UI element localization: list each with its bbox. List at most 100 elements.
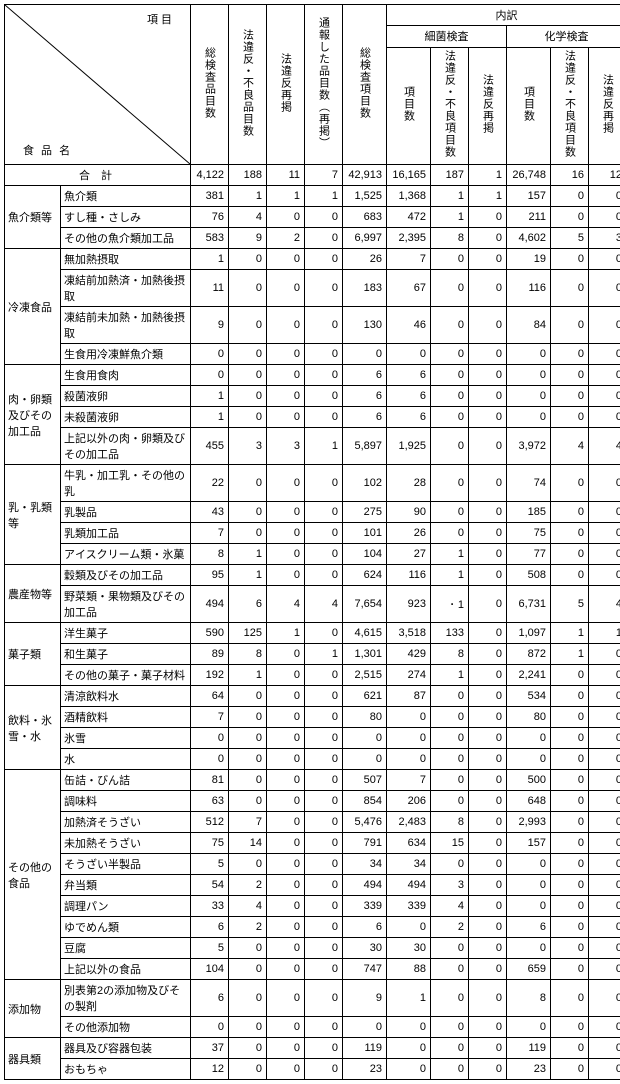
value-cell: 0 xyxy=(267,465,305,502)
value-cell: 0 xyxy=(267,665,305,686)
value-cell: 5,476 xyxy=(343,812,387,833)
table-row: その他の魚介類加工品5839206,9972,395804,60253 xyxy=(5,228,620,249)
value-cell: 77 xyxy=(507,544,551,565)
value-cell: 512 xyxy=(191,812,229,833)
value-cell: 4 xyxy=(589,428,620,465)
value-cell: 0 xyxy=(267,523,305,544)
value-cell: 872 xyxy=(507,644,551,665)
value-cell: 0 xyxy=(267,565,305,586)
value-cell: 43 xyxy=(191,502,229,523)
value-cell: 0 xyxy=(469,938,507,959)
value-cell: 0 xyxy=(589,365,620,386)
item-name-cell: 清涼飲料水 xyxy=(61,686,191,707)
value-cell: 0 xyxy=(589,544,620,565)
value-cell: 0 xyxy=(551,728,589,749)
value-cell: 0 xyxy=(589,502,620,523)
value-cell: 494 xyxy=(191,586,229,623)
value-cell: 0 xyxy=(229,959,267,980)
value-cell: 0 xyxy=(305,707,343,728)
item-name-cell: 水 xyxy=(61,749,191,770)
value-cell: 0 xyxy=(305,980,343,1017)
value-cell: 0 xyxy=(305,875,343,896)
value-cell: 8 xyxy=(431,812,469,833)
table-row: その他の食品缶詰・びん詰8100050770050000 xyxy=(5,770,620,791)
category-cell: 飲料・氷雪・水 xyxy=(5,686,61,770)
value-cell: 1,097 xyxy=(507,623,551,644)
value-cell: 507 xyxy=(343,770,387,791)
table-row: 乳製品43000275900018500 xyxy=(5,502,620,523)
value-cell: 0 xyxy=(191,365,229,386)
value-cell: 0 xyxy=(551,249,589,270)
value-cell: 923 xyxy=(387,586,431,623)
value-cell: 0 xyxy=(551,833,589,854)
value-cell: 95 xyxy=(191,565,229,586)
value-cell: 9 xyxy=(229,228,267,249)
value-cell: 0 xyxy=(305,407,343,428)
table-row: 乳類加工品700010126007500 xyxy=(5,523,620,544)
value-cell: 104 xyxy=(191,959,229,980)
value-cell: 0 xyxy=(267,896,305,917)
value-cell: 1 xyxy=(267,186,305,207)
value-cell: 0 xyxy=(431,465,469,502)
item-name-cell: すし種・さしみ xyxy=(61,207,191,228)
value-cell: 1 xyxy=(551,644,589,665)
value-cell: 429 xyxy=(387,644,431,665)
value-cell: 0 xyxy=(267,365,305,386)
value-cell: 5 xyxy=(191,938,229,959)
item-name-cell: 調味料 xyxy=(61,791,191,812)
value-cell: 130 xyxy=(343,307,387,344)
table-row: 調味料630008542060064800 xyxy=(5,791,620,812)
item-name-cell: その他の魚介類加工品 xyxy=(61,228,191,249)
value-cell: 683 xyxy=(343,207,387,228)
item-name-cell: 調理パン xyxy=(61,896,191,917)
value-cell: 0 xyxy=(551,959,589,980)
value-cell: 5,897 xyxy=(343,428,387,465)
value-cell: 0 xyxy=(551,875,589,896)
value-cell: 0 xyxy=(551,565,589,586)
category-cell: 魚介類等 xyxy=(5,186,61,249)
value-cell: 0 xyxy=(469,428,507,465)
value-cell: 0 xyxy=(551,365,589,386)
value-cell: 0 xyxy=(469,502,507,523)
item-name-cell: 和生菓子 xyxy=(61,644,191,665)
value-cell: 0 xyxy=(191,344,229,365)
value-cell: 0 xyxy=(305,249,343,270)
value-cell: 157 xyxy=(507,186,551,207)
value-cell: 30 xyxy=(387,938,431,959)
value-cell: 2,241 xyxy=(507,665,551,686)
value-cell: 6 xyxy=(343,386,387,407)
value-cell: 1 xyxy=(431,544,469,565)
value-cell: 0 xyxy=(551,686,589,707)
value-cell: 0 xyxy=(229,1059,267,1080)
item-name-cell: 洋生菓子 xyxy=(61,623,191,644)
value-cell: 23 xyxy=(507,1059,551,1080)
value-cell: 2,483 xyxy=(387,812,431,833)
col-uchiwake: 内訳 xyxy=(387,5,620,26)
item-name-cell: 凍結前未加熱・加熱後摂取 xyxy=(61,307,191,344)
value-cell: 1 xyxy=(229,565,267,586)
value-cell: 0 xyxy=(431,1038,469,1059)
category-cell: 乳・乳類等 xyxy=(5,465,61,565)
value-cell: 1 xyxy=(305,644,343,665)
item-name-cell: 生食用食肉 xyxy=(61,365,191,386)
value-cell: 0 xyxy=(589,665,620,686)
value-cell: 67 xyxy=(387,270,431,307)
header-foodname: 項 目 食 品 名 xyxy=(5,5,191,165)
table-row: 酒精飲料7000800008000 xyxy=(5,707,620,728)
value-cell: 0 xyxy=(267,854,305,875)
value-cell: 0 xyxy=(305,686,343,707)
value-cell: 0 xyxy=(469,365,507,386)
value-cell: 0 xyxy=(229,938,267,959)
value-cell: 0 xyxy=(469,207,507,228)
value-cell: 0 xyxy=(267,1017,305,1038)
table-row: そうざい半製品5000343400000 xyxy=(5,854,620,875)
value-cell: 0 xyxy=(469,917,507,938)
value-cell: 2 xyxy=(229,917,267,938)
value-cell: 0 xyxy=(267,386,305,407)
item-name-cell: 別表第2の添加物及びその製剤 xyxy=(61,980,191,1017)
value-cell: 5 xyxy=(191,854,229,875)
value-cell: 0 xyxy=(551,1017,589,1038)
value-cell: 0 xyxy=(191,1017,229,1038)
value-cell: 0 xyxy=(589,270,620,307)
value-cell: 0 xyxy=(305,812,343,833)
